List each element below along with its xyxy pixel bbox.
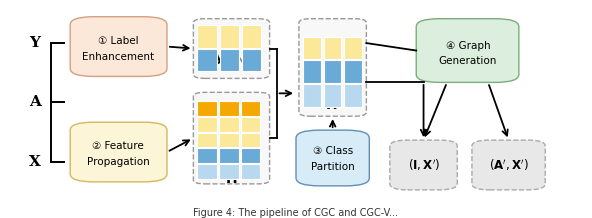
- FancyBboxPatch shape: [472, 140, 545, 190]
- Bar: [198, 117, 217, 132]
- Bar: [303, 84, 321, 107]
- Text: ③ Class: ③ Class: [313, 146, 353, 156]
- Bar: [241, 101, 260, 116]
- Text: $\mathbf{H}'$: $\mathbf{H}'$: [325, 98, 341, 113]
- Bar: [198, 49, 217, 72]
- Bar: [324, 84, 341, 107]
- FancyBboxPatch shape: [296, 130, 369, 186]
- Bar: [219, 148, 239, 163]
- FancyBboxPatch shape: [390, 140, 457, 190]
- Text: $(\mathbf{A}^\prime,\mathbf{X}^\prime)$: $(\mathbf{A}^\prime,\mathbf{X}^\prime)$: [489, 157, 529, 173]
- FancyBboxPatch shape: [299, 19, 366, 116]
- Bar: [242, 49, 262, 72]
- FancyBboxPatch shape: [194, 19, 269, 78]
- Text: $(\mathbf{I},\mathbf{X}^\prime)$: $(\mathbf{I},\mathbf{X}^\prime)$: [408, 157, 440, 173]
- FancyBboxPatch shape: [194, 92, 269, 184]
- Bar: [303, 37, 321, 60]
- Bar: [198, 148, 217, 163]
- Bar: [198, 25, 217, 48]
- Bar: [219, 117, 239, 132]
- Bar: [242, 25, 262, 48]
- Bar: [241, 117, 260, 132]
- Bar: [324, 37, 341, 60]
- Text: ④ Graph: ④ Graph: [446, 41, 490, 51]
- Bar: [344, 37, 362, 60]
- Bar: [219, 101, 239, 116]
- FancyBboxPatch shape: [70, 17, 167, 77]
- Bar: [324, 60, 341, 83]
- Text: $\mathbf{H}$: $\mathbf{H}$: [226, 172, 237, 186]
- Text: A: A: [29, 95, 41, 109]
- Bar: [198, 133, 217, 147]
- Bar: [198, 101, 217, 116]
- Bar: [198, 164, 217, 179]
- Text: ② Feature: ② Feature: [92, 141, 144, 151]
- Bar: [241, 148, 260, 163]
- Text: Figure 4: The pipeline of CGC and CGC-V...: Figure 4: The pipeline of CGC and CGC-V.…: [194, 208, 398, 218]
- FancyBboxPatch shape: [70, 122, 167, 182]
- Text: $\mathbf{y}_{cond}$: $\mathbf{y}_{cond}$: [214, 51, 249, 66]
- Bar: [303, 60, 321, 83]
- FancyBboxPatch shape: [416, 19, 519, 82]
- Bar: [220, 25, 239, 48]
- Text: Generation: Generation: [439, 56, 497, 66]
- Text: Enhancement: Enhancement: [82, 51, 155, 61]
- Bar: [344, 84, 362, 107]
- Text: ① Label: ① Label: [98, 36, 139, 46]
- Bar: [241, 164, 260, 179]
- Bar: [219, 133, 239, 147]
- Bar: [220, 49, 239, 72]
- Bar: [344, 60, 362, 83]
- Text: Propagation: Propagation: [87, 157, 150, 167]
- Bar: [241, 133, 260, 147]
- Bar: [219, 164, 239, 179]
- Text: Y: Y: [30, 36, 40, 49]
- Text: X: X: [29, 155, 41, 169]
- Text: Partition: Partition: [311, 162, 355, 172]
